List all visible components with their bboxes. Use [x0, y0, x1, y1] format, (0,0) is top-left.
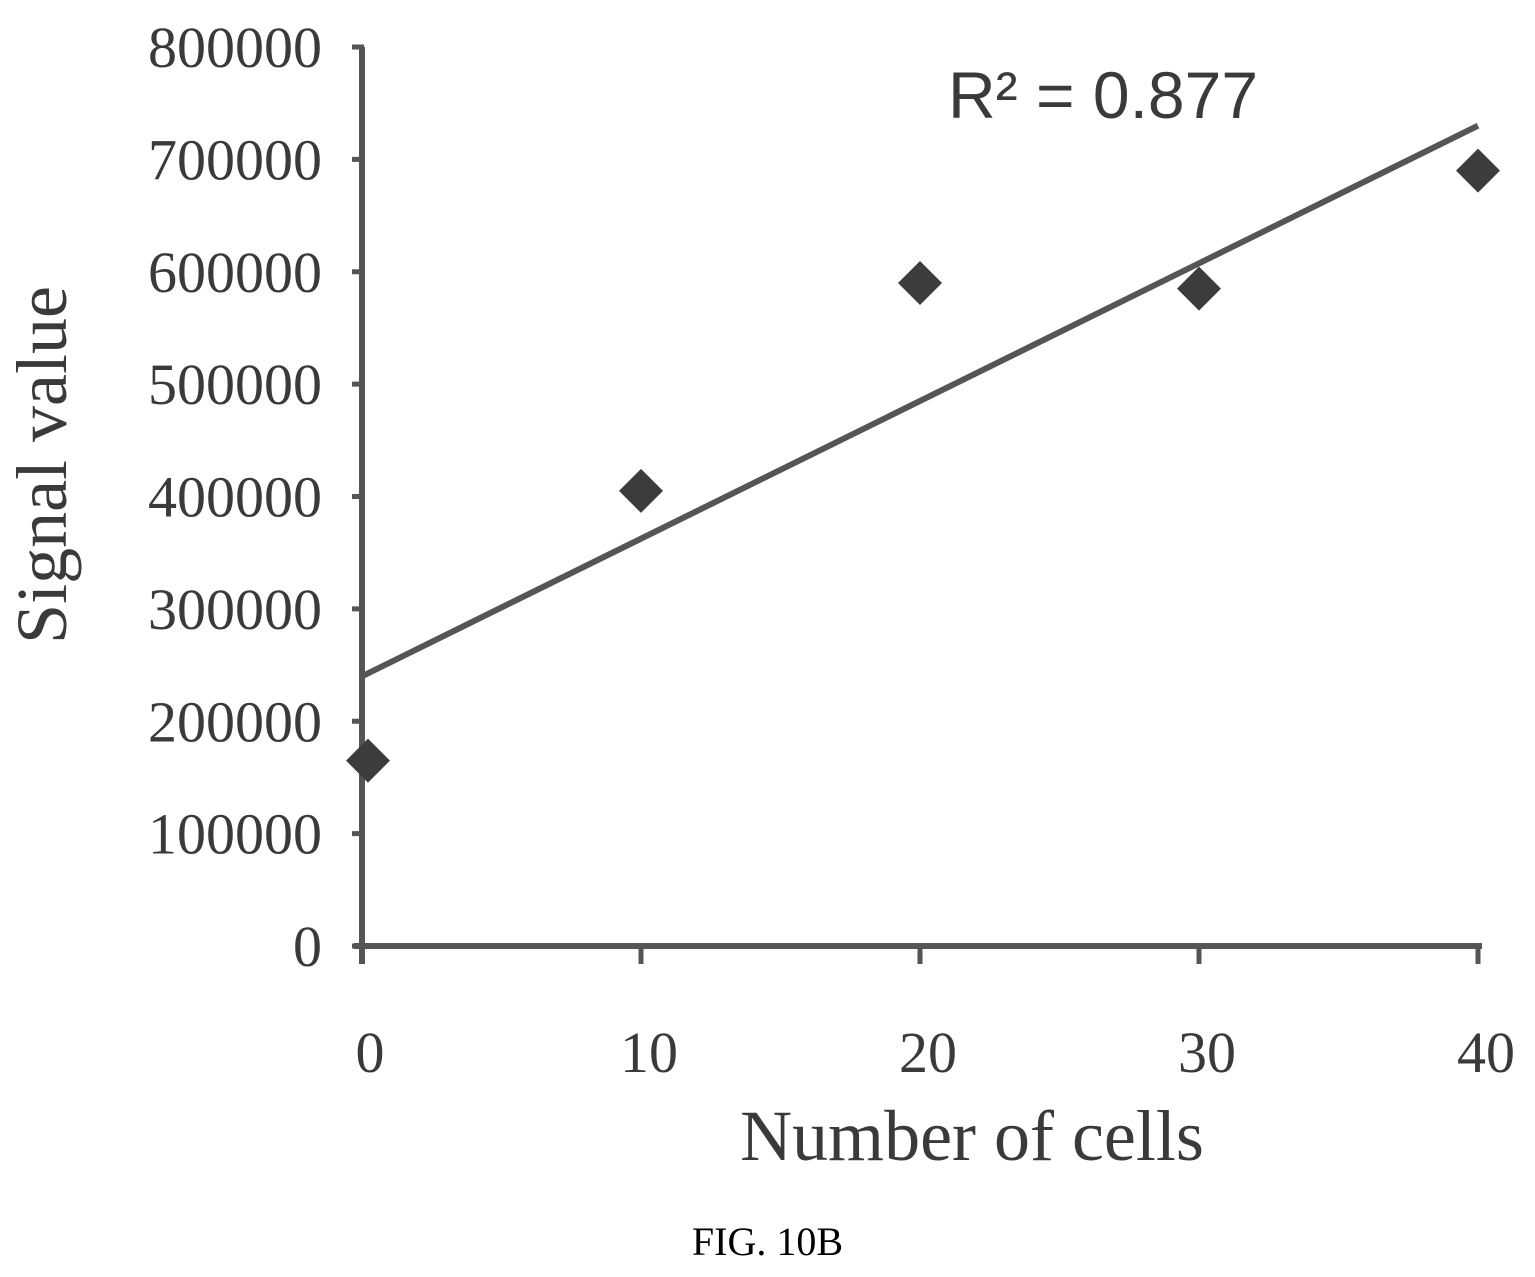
scatter-chart: 0 100000 200000 300000 400000 500000 600000 700… — [2, 15, 1515, 1176]
data-point-diamond — [1177, 266, 1221, 311]
y-tick-label: 700000 — [148, 127, 322, 192]
x-tick-label: 30 — [1178, 1020, 1236, 1085]
y-axis-title: Signal value — [2, 286, 82, 644]
y-tick-label: 200000 — [148, 689, 322, 754]
data-point-diamond — [898, 260, 942, 305]
x-tick-label: 40 — [1457, 1020, 1515, 1085]
y-tick-label: 600000 — [148, 240, 322, 305]
x-tick-label: 10 — [620, 1020, 678, 1085]
y-tick-label: 100000 — [148, 802, 322, 867]
r-squared-annotation: R² = 0.877 — [948, 58, 1258, 132]
y-tick-label: 800000 — [148, 15, 322, 80]
y-tick-label: 500000 — [148, 352, 322, 417]
x-axis-ticks: 0 10 20 30 40 — [356, 944, 1515, 1085]
data-point-diamond — [619, 468, 663, 513]
data-points — [346, 148, 1500, 783]
y-axis-ticks: 0 100000 200000 300000 400000 500000 600000 700… — [148, 15, 364, 979]
figure-caption: FIG. 10B — [691, 1219, 844, 1264]
x-tick-label: 20 — [899, 1020, 957, 1085]
y-tick-label: 0 — [293, 914, 322, 979]
y-tick-label: 400000 — [148, 465, 322, 530]
data-point-diamond — [1456, 148, 1500, 193]
trendline — [360, 122, 1480, 679]
x-tick-label: 0 — [356, 1020, 385, 1085]
data-point-diamond — [346, 738, 390, 783]
y-tick-label: 300000 — [148, 577, 322, 642]
x-axis-title: Number of cells — [740, 1096, 1204, 1176]
